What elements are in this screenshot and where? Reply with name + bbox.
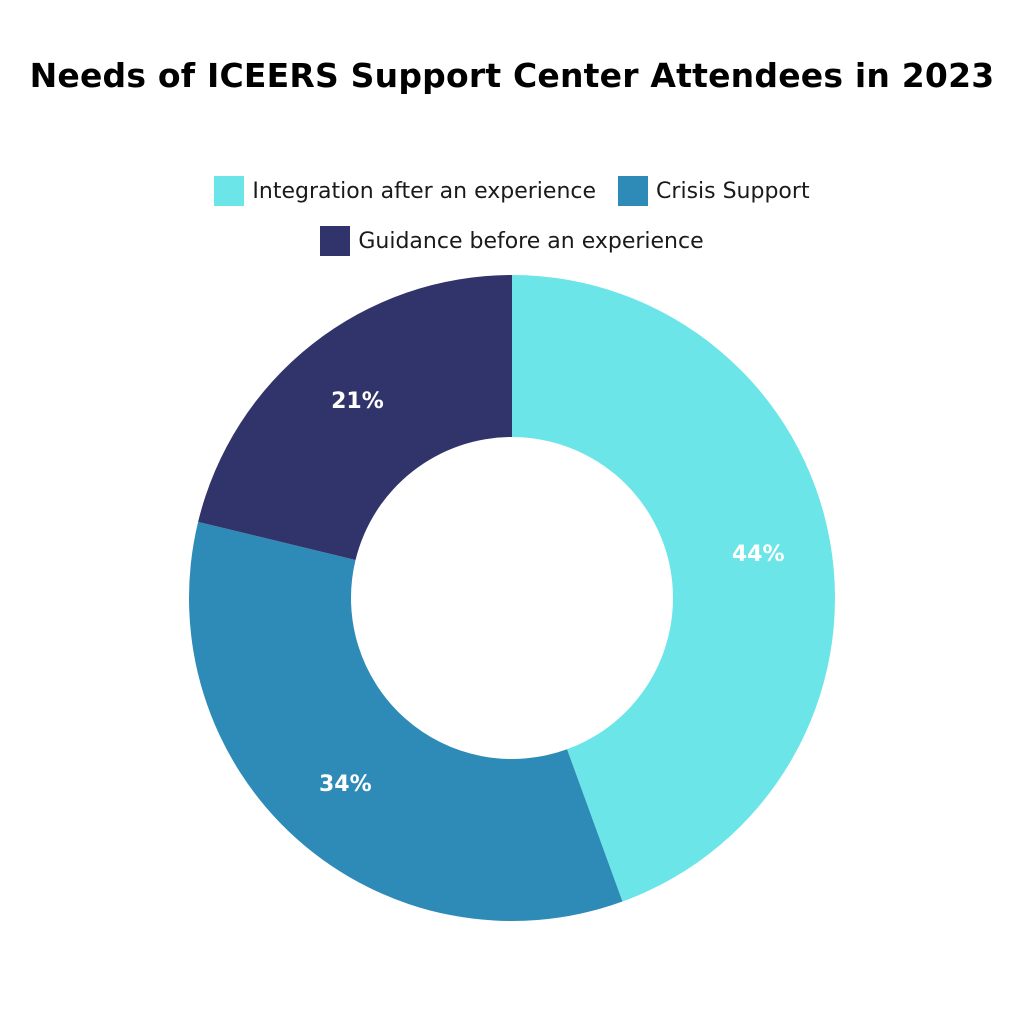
legend-row-2: Guidance before an experience	[0, 226, 1024, 256]
slice-label-guidance: 21%	[331, 389, 384, 414]
legend-swatch-guidance	[320, 226, 351, 256]
legend-label-crisis-support: Crisis Support	[656, 178, 810, 204]
slice-crisis-support	[188, 521, 623, 921]
legend-swatch-integration	[214, 176, 245, 206]
legend-row-1: Integration after an experience Crisis S…	[0, 176, 1024, 206]
legend-label-integration: Integration after an experience	[252, 178, 597, 204]
slice-label-integration: 44%	[732, 542, 785, 567]
legend-item-integration: Integration after an experience	[214, 176, 596, 206]
chart-title: Needs of ICEERS Support Center Attendees…	[29, 56, 995, 95]
legend-item-guidance: Guidance before an experience	[320, 226, 704, 256]
slice-integration	[512, 275, 835, 902]
legend-item-crisis-support: Crisis Support	[618, 176, 810, 206]
slice-guidance	[198, 275, 512, 561]
slice-label-crisis-support: 34%	[319, 772, 372, 797]
legend-label-guidance: Guidance before an experience	[358, 228, 704, 254]
legend-swatch-crisis-support	[618, 176, 649, 206]
